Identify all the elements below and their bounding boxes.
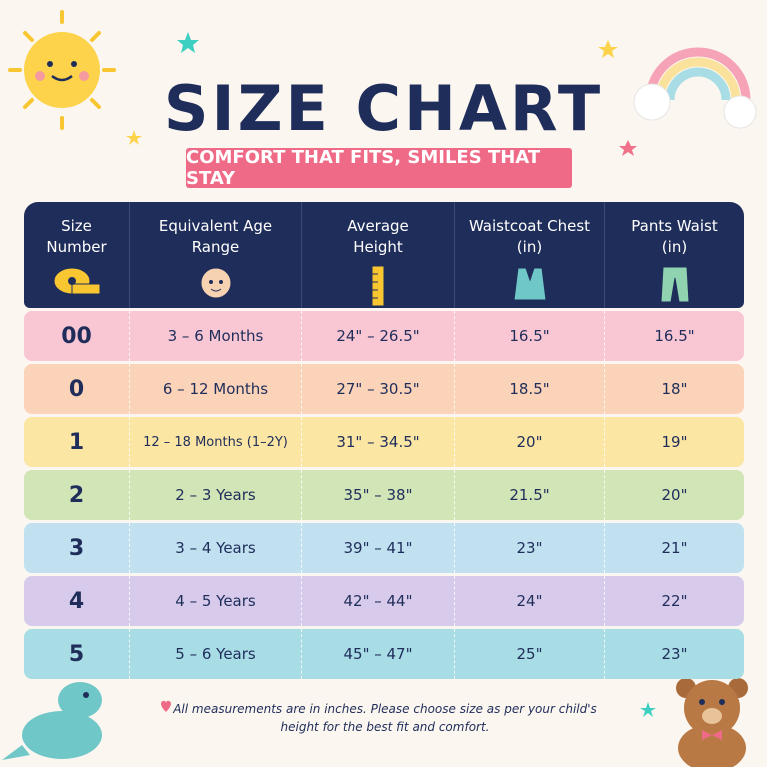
header-text: Size Number bbox=[46, 217, 107, 256]
footnote: All measurements are in inches. Please c… bbox=[173, 702, 597, 734]
table-cell: 1 bbox=[24, 417, 130, 467]
baby-icon bbox=[200, 267, 231, 299]
table-cell: 25" bbox=[455, 629, 605, 679]
table-body: 00 3 – 6 Months 24" – 26.5" 16.5" 16.5" 0 6 – … bbox=[24, 311, 744, 679]
table-cell: 39" – 41" bbox=[302, 523, 455, 573]
header-text: Waistcoat Chest (in) bbox=[468, 217, 591, 256]
teddy-bear bbox=[676, 678, 748, 767]
header-text: Pants Waist (in) bbox=[631, 217, 718, 256]
header-text: Equivalent Age Range bbox=[158, 217, 273, 256]
table-cell: 35" – 38" bbox=[302, 470, 455, 520]
table-cell: 2 bbox=[24, 470, 130, 520]
table-cell: 16.5" bbox=[654, 327, 695, 345]
table-cell: 42" – 44" bbox=[302, 576, 455, 626]
table-cell: 23" bbox=[455, 523, 605, 573]
title: SIZE CHART bbox=[163, 72, 604, 145]
subtitle: COMFORT THAT FITS, SMILES THAT STAY bbox=[186, 147, 541, 189]
table-cell: 5 bbox=[24, 629, 130, 679]
table-cell: 18.5" bbox=[455, 364, 605, 414]
table-cell: 3 – 6 Months bbox=[130, 311, 302, 361]
header-cell: Size Number bbox=[24, 202, 130, 308]
stars bbox=[126, 32, 656, 717]
header-cell: Pants Waist (in) bbox=[605, 202, 744, 308]
table-cell: 4 – 5 Years bbox=[130, 576, 302, 626]
table-cell: 27" – 30.5" bbox=[302, 364, 455, 414]
table-cell: 19" bbox=[661, 433, 688, 451]
subtitle-ribbon: COMFORT THAT FITS, SMILES THAT STAY bbox=[186, 147, 572, 189]
sun bbox=[8, 10, 116, 130]
table-cell: 18" bbox=[661, 380, 688, 398]
ruler-icon bbox=[371, 265, 385, 307]
table-header: Size Number Equivalent Age Range Average… bbox=[24, 202, 744, 308]
table-cell: 3 bbox=[24, 523, 130, 573]
table-cell: 12 – 18 Months (1–2Y) bbox=[130, 417, 302, 467]
table-cell: 0 bbox=[24, 364, 130, 414]
table-cell: 24" bbox=[455, 576, 605, 626]
table-cell: 5 – 6 Years bbox=[130, 629, 302, 679]
table-cell: 3 – 4 Years bbox=[130, 523, 302, 573]
table-cell: 24" – 26.5" bbox=[302, 311, 455, 361]
table-cell: 20" bbox=[455, 417, 605, 467]
header-cell: Waistcoat Chest (in) bbox=[455, 202, 605, 308]
table-row: 1 12 – 18 Months (1–2Y) 31" – 34.5" 20" 19" bbox=[24, 417, 744, 467]
header-cell: Equivalent Age Range bbox=[130, 202, 302, 308]
table-cell: 6 – 12 Months bbox=[130, 364, 302, 414]
table-cell: 21.5" bbox=[455, 470, 605, 520]
rainbow bbox=[633, 47, 757, 129]
table-cell: 21" bbox=[661, 539, 688, 557]
table-cell: 22" bbox=[661, 592, 688, 610]
table-cell: 20" bbox=[661, 486, 688, 504]
waistcoat-icon bbox=[512, 267, 547, 301]
pants-icon bbox=[659, 266, 690, 303]
size-table: Size Number Equivalent Age Range Average… bbox=[24, 202, 744, 679]
heart bbox=[161, 700, 171, 712]
dinosaur bbox=[2, 682, 102, 760]
table-cell: 31" – 34.5" bbox=[302, 417, 455, 467]
tape-icon bbox=[53, 267, 100, 295]
header-cell: Average Height bbox=[302, 202, 455, 308]
table-cell: 45" – 47" bbox=[302, 629, 455, 679]
table-cell: 16.5" bbox=[455, 311, 605, 361]
header-text: Average Height bbox=[347, 217, 409, 256]
table-cell: 4 bbox=[24, 576, 130, 626]
table-cell: 23" bbox=[661, 645, 688, 663]
table-cell: 00 bbox=[24, 311, 130, 361]
table-row: 00 3 – 6 Months 24" – 26.5" 16.5" 16.5" bbox=[24, 311, 744, 361]
table-cell: 2 – 3 Years bbox=[130, 470, 302, 520]
